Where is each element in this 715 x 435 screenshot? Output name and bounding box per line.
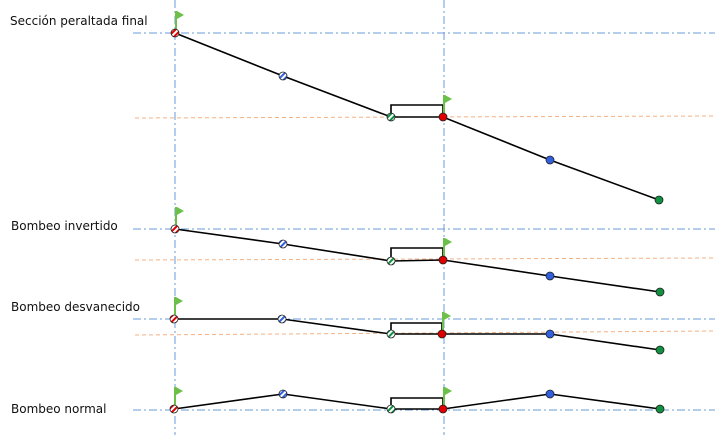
- point-green-hatched: [386, 404, 396, 414]
- point-blue-hatched: [277, 314, 287, 324]
- point-green-solid: [654, 195, 664, 205]
- point-blue-solid: [545, 389, 555, 399]
- flag-icon: [176, 387, 183, 395]
- profile-line: [173, 393, 661, 410]
- point-green-solid: [655, 404, 665, 414]
- row-label-seccion-peraltada: Sección peraltada final: [10, 14, 148, 28]
- point-blue-solid: [545, 271, 555, 281]
- point-red-solid: [438, 255, 448, 265]
- point-blue-hatched: [278, 389, 288, 399]
- point-blue-hatched: [278, 71, 288, 81]
- row-label-bombeo-normal: Bombeo normal: [11, 402, 107, 416]
- profile-line: [174, 228, 661, 293]
- point-red-solid: [438, 112, 448, 122]
- point-blue-solid: [545, 329, 555, 339]
- point-red-hatched: [169, 404, 179, 414]
- point-red-hatched: [170, 224, 180, 234]
- bracket: [390, 104, 444, 113]
- flag-icon: [444, 312, 451, 320]
- bracket: [390, 247, 444, 257]
- point-blue-solid: [545, 155, 555, 165]
- point-green-solid: [655, 345, 665, 355]
- profile-line: [174, 318, 661, 351]
- flag-icon: [445, 387, 452, 395]
- point-green-hatched: [386, 329, 396, 339]
- row-label-bombeo-invertido: Bombeo invertido: [11, 219, 118, 233]
- flag-icon: [177, 207, 184, 215]
- point-red-solid: [437, 329, 447, 339]
- profile-line: [174, 32, 660, 201]
- flag-icon: [177, 11, 184, 19]
- point-green-hatched: [386, 112, 396, 122]
- flag-icon: [445, 238, 452, 246]
- bracket: [390, 397, 444, 405]
- orange-dashed-line: [134, 330, 715, 336]
- point-red-hatched: [169, 314, 179, 324]
- flag-icon: [176, 297, 183, 305]
- bracket: [390, 322, 443, 330]
- point-blue-hatched: [278, 239, 288, 249]
- orange-dashed-line: [134, 257, 715, 261]
- row-label-bombeo-desvanecido: Bombeo desvanecido: [11, 300, 141, 314]
- point-red-hatched: [170, 28, 180, 38]
- point-green-solid: [655, 287, 665, 297]
- point-green-hatched: [386, 256, 396, 266]
- flag-icon: [445, 95, 452, 103]
- point-red-solid: [438, 404, 448, 414]
